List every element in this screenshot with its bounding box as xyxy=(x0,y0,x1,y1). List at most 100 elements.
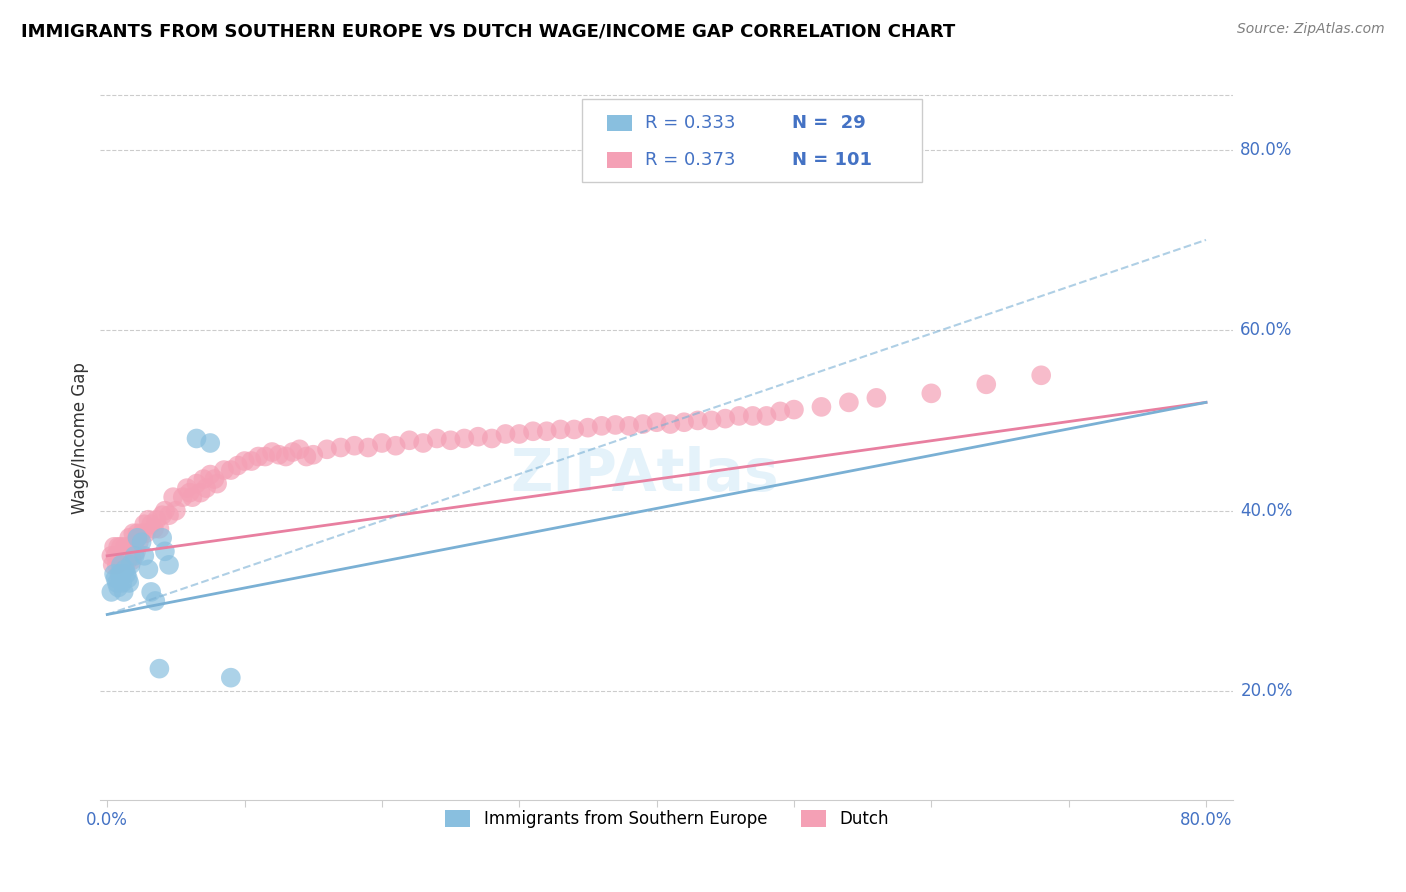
Point xyxy=(104,549,127,563)
Point xyxy=(605,417,627,432)
Point xyxy=(316,442,339,457)
Point xyxy=(576,420,599,434)
Text: Source: ZipAtlas.com: Source: ZipAtlas.com xyxy=(1237,22,1385,37)
Point xyxy=(274,450,297,464)
Point xyxy=(145,513,167,527)
Point xyxy=(172,490,194,504)
Point xyxy=(453,432,475,446)
Y-axis label: Wage/Income Gap: Wage/Income Gap xyxy=(72,362,89,515)
Point xyxy=(148,662,170,676)
Point xyxy=(838,395,860,409)
Point xyxy=(117,571,139,585)
Point xyxy=(195,481,218,495)
Point xyxy=(128,535,150,549)
Point xyxy=(550,422,572,436)
Text: 80.0%: 80.0% xyxy=(1240,141,1292,159)
Point xyxy=(508,427,530,442)
Point xyxy=(134,549,156,563)
Point xyxy=(103,566,125,581)
Point xyxy=(281,445,304,459)
Point xyxy=(562,422,585,436)
Point xyxy=(302,448,325,462)
Point xyxy=(522,424,544,438)
FancyBboxPatch shape xyxy=(582,99,922,182)
Point xyxy=(112,585,135,599)
Text: R = 0.333: R = 0.333 xyxy=(645,114,735,132)
Point xyxy=(467,430,489,444)
Point xyxy=(295,450,318,464)
Text: 60.0%: 60.0% xyxy=(1240,321,1292,339)
Point xyxy=(193,472,215,486)
Point xyxy=(974,377,997,392)
Point xyxy=(240,454,263,468)
Point xyxy=(186,476,208,491)
Point xyxy=(186,432,208,446)
Point xyxy=(412,436,434,450)
Point xyxy=(104,571,127,585)
Point xyxy=(162,490,184,504)
Point xyxy=(357,441,380,455)
Point xyxy=(741,409,763,423)
Point xyxy=(728,409,751,423)
Point xyxy=(536,424,558,438)
Point xyxy=(120,558,142,572)
Point xyxy=(165,504,187,518)
Point xyxy=(714,411,737,425)
Point xyxy=(115,566,138,581)
Text: 20.0%: 20.0% xyxy=(1240,682,1294,700)
Point xyxy=(371,436,394,450)
Legend: Immigrants from Southern Europe, Dutch: Immigrants from Southern Europe, Dutch xyxy=(439,803,896,835)
Point xyxy=(118,575,141,590)
Point xyxy=(143,594,166,608)
Point xyxy=(117,553,139,567)
Point xyxy=(124,549,146,563)
Point xyxy=(125,544,148,558)
Point xyxy=(100,585,122,599)
Point xyxy=(153,544,176,558)
Point xyxy=(226,458,249,473)
Point xyxy=(254,450,277,464)
Text: IMMIGRANTS FROM SOUTHERN EUROPE VS DUTCH WAGE/INCOME GAP CORRELATION CHART: IMMIGRANTS FROM SOUTHERN EUROPE VS DUTCH… xyxy=(21,22,955,40)
Point xyxy=(810,400,832,414)
Point xyxy=(110,566,132,581)
Point xyxy=(121,553,143,567)
Point xyxy=(127,531,149,545)
Point xyxy=(176,481,198,495)
Point xyxy=(190,485,212,500)
Text: R = 0.373: R = 0.373 xyxy=(645,151,735,169)
Point xyxy=(141,517,163,532)
Point xyxy=(591,418,613,433)
Point xyxy=(138,562,160,576)
Point xyxy=(120,544,142,558)
Point xyxy=(769,404,792,418)
Point xyxy=(481,432,503,446)
Point xyxy=(110,540,132,554)
Point xyxy=(205,476,228,491)
Point xyxy=(645,415,668,429)
Point xyxy=(673,415,696,429)
Point xyxy=(439,434,461,448)
Point xyxy=(700,413,723,427)
Point xyxy=(426,432,449,446)
Point xyxy=(181,490,204,504)
Text: N = 101: N = 101 xyxy=(792,151,872,169)
Bar xyxy=(607,152,631,168)
Point xyxy=(617,418,640,433)
Point xyxy=(157,508,180,523)
Text: 40.0%: 40.0% xyxy=(1240,501,1292,520)
Point xyxy=(111,549,134,563)
Point xyxy=(260,445,283,459)
Point xyxy=(150,508,173,523)
Text: N =  29: N = 29 xyxy=(792,114,865,132)
Point xyxy=(920,386,942,401)
Point xyxy=(115,544,138,558)
Point xyxy=(131,535,153,549)
Point xyxy=(495,427,517,442)
Point xyxy=(100,549,122,563)
Bar xyxy=(607,115,631,131)
Point xyxy=(107,581,129,595)
Point xyxy=(141,585,163,599)
Point xyxy=(131,526,153,541)
Point xyxy=(631,417,654,431)
Point xyxy=(122,526,145,541)
